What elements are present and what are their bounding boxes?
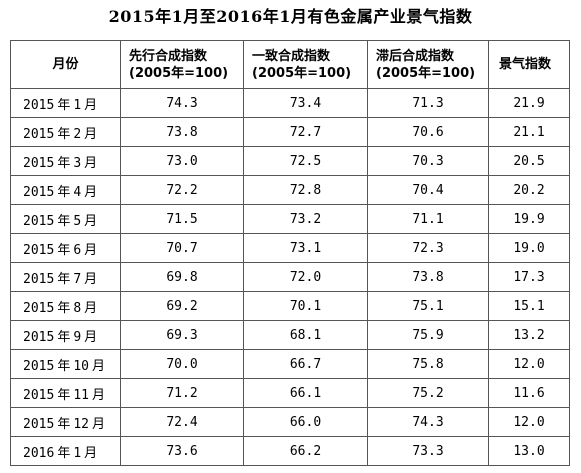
- month-cell: 2015 年 3 月: [10, 146, 121, 176]
- month-cell: 2015 年 9 月: [10, 320, 121, 350]
- lagging-index-cell: 72.3: [367, 233, 489, 263]
- header-lagging-base: (2005年=100): [376, 65, 476, 81]
- table-row: 2016 年 1 月 73.6 66.2 73.3 13.0: [10, 436, 570, 466]
- climate-index-cell: 19.0: [488, 233, 570, 263]
- coincident-index-cell: 70.1: [243, 291, 368, 321]
- leading-index-cell: 70.0: [120, 349, 244, 379]
- leading-index-cell: 74.3: [120, 88, 244, 118]
- month-cell: 2015 年 7 月: [10, 262, 121, 292]
- month-cell: 2015 年 2 月: [10, 117, 121, 147]
- coincident-index-cell: 66.7: [243, 349, 368, 379]
- month-cell: 2015 年 6 月: [10, 233, 121, 263]
- month-cell: 2015 年 4 月: [10, 175, 121, 205]
- table-row: 2015 年 7 月 69.8 72.0 73.8 17.3: [10, 262, 570, 292]
- header-month-label: 月份: [52, 57, 79, 72]
- month-cell: 2015 年 12 月: [10, 407, 121, 437]
- lagging-index-cell: 74.3: [367, 407, 489, 437]
- leading-index-cell: 71.5: [120, 204, 244, 234]
- table-row: 2015 年 9 月 69.3 68.1 75.9 13.2: [10, 320, 570, 350]
- header-climate-label: 景气指数: [499, 57, 552, 72]
- month-cell: 2015 年 5 月: [10, 204, 121, 234]
- leading-index-cell: 69.3: [120, 320, 244, 350]
- table-row: 2015 年 12 月 72.4 66.0 74.3 12.0: [10, 407, 570, 437]
- climate-index-cell: 15.1: [488, 291, 570, 321]
- lagging-index-cell: 75.2: [367, 378, 489, 408]
- leading-index-cell: 69.8: [120, 262, 244, 292]
- lagging-index-cell: 71.1: [367, 204, 489, 234]
- lagging-index-cell: 75.9: [367, 320, 489, 350]
- climate-index-cell: 13.2: [488, 320, 570, 350]
- month-cell: 2016 年 1 月: [10, 436, 121, 466]
- coincident-index-cell: 72.8: [243, 175, 368, 205]
- lagging-index-cell: 70.6: [367, 117, 489, 147]
- lagging-index-cell: 73.8: [367, 262, 489, 292]
- header-lagging-label: 滞后合成指数: [376, 48, 455, 64]
- header-leading-base: (2005年=100): [129, 65, 229, 81]
- table-row: 2015 年 8 月 69.2 70.1 75.1 15.1: [10, 291, 570, 321]
- month-cell: 2015 年 11 月: [10, 378, 121, 408]
- table-row: 2015 年 2 月 73.8 72.7 70.6 21.1: [10, 117, 570, 147]
- climate-index-cell: 21.9: [488, 88, 570, 118]
- table-row: 2015 年 4 月 72.2 72.8 70.4 20.2: [10, 175, 570, 205]
- header-row: 月份 先行合成指数 (2005年=100) 一致合成指数 (2005年=100)…: [10, 40, 570, 89]
- coincident-index-cell: 66.0: [243, 407, 368, 437]
- lagging-index-cell: 70.3: [367, 146, 489, 176]
- coincident-index-cell: 68.1: [243, 320, 368, 350]
- header-coincident-label: 一致合成指数: [252, 48, 331, 64]
- climate-index-cell: 12.0: [488, 407, 570, 437]
- leading-index-cell: 72.2: [120, 175, 244, 205]
- header-leading-index: 先行合成指数 (2005年=100): [120, 40, 244, 89]
- leading-index-cell: 73.8: [120, 117, 244, 147]
- climate-index-cell: 20.5: [488, 146, 570, 176]
- lagging-index-cell: 75.8: [367, 349, 489, 379]
- coincident-index-cell: 73.4: [243, 88, 368, 118]
- leading-index-cell: 73.0: [120, 146, 244, 176]
- coincident-index-cell: 72.5: [243, 146, 368, 176]
- climate-index-cell: 17.3: [488, 262, 570, 292]
- climate-index-cell: 11.6: [488, 378, 570, 408]
- leading-index-cell: 71.2: [120, 378, 244, 408]
- table-row: 2015 年 1 月 74.3 73.4 71.3 21.9: [10, 88, 570, 118]
- coincident-index-cell: 66.2: [243, 436, 368, 466]
- leading-index-cell: 72.4: [120, 407, 244, 437]
- header-lagging-index: 滞后合成指数 (2005年=100): [367, 40, 489, 89]
- coincident-index-cell: 72.7: [243, 117, 368, 147]
- lagging-index-cell: 73.3: [367, 436, 489, 466]
- coincident-index-cell: 73.2: [243, 204, 368, 234]
- table-row: 2015 年 6 月 70.7 73.1 72.3 19.0: [10, 233, 570, 263]
- table-row: 2015 年 10 月 70.0 66.7 75.8 12.0: [10, 349, 570, 379]
- table-row: 2015 年 11 月 71.2 66.1 75.2 11.6: [10, 378, 570, 408]
- table-title: 2015年1月至2016年1月有色金属产业景气指数: [108, 7, 473, 26]
- header-climate-index: 景气指数: [488, 40, 570, 89]
- lagging-index-cell: 75.1: [367, 291, 489, 321]
- coincident-index-cell: 73.1: [243, 233, 368, 263]
- header-leading-label: 先行合成指数: [129, 48, 208, 64]
- climate-index-cell: 13.0: [488, 436, 570, 466]
- table-row: 2015 年 3 月 73.0 72.5 70.3 20.5: [10, 146, 570, 176]
- index-table: 月份 先行合成指数 (2005年=100) 一致合成指数 (2005年=100)…: [10, 40, 570, 466]
- leading-index-cell: 69.2: [120, 291, 244, 321]
- climate-index-cell: 12.0: [488, 349, 570, 379]
- climate-index-cell: 21.1: [488, 117, 570, 147]
- leading-index-cell: 73.6: [120, 436, 244, 466]
- month-cell: 2015 年 1 月: [10, 88, 121, 118]
- header-month: 月份: [10, 40, 121, 89]
- lagging-index-cell: 71.3: [367, 88, 489, 118]
- climate-index-cell: 19.9: [488, 204, 570, 234]
- climate-index-cell: 20.2: [488, 175, 570, 205]
- coincident-index-cell: 66.1: [243, 378, 368, 408]
- coincident-index-cell: 72.0: [243, 262, 368, 292]
- header-coincident-index: 一致合成指数 (2005年=100): [243, 40, 368, 89]
- month-cell: 2015 年 10 月: [10, 349, 121, 379]
- table-row: 2015 年 5 月 71.5 73.2 71.1 19.9: [10, 204, 570, 234]
- lagging-index-cell: 70.4: [367, 175, 489, 205]
- month-cell: 2015 年 8 月: [10, 291, 121, 321]
- header-coincident-base: (2005年=100): [252, 65, 352, 81]
- leading-index-cell: 70.7: [120, 233, 244, 263]
